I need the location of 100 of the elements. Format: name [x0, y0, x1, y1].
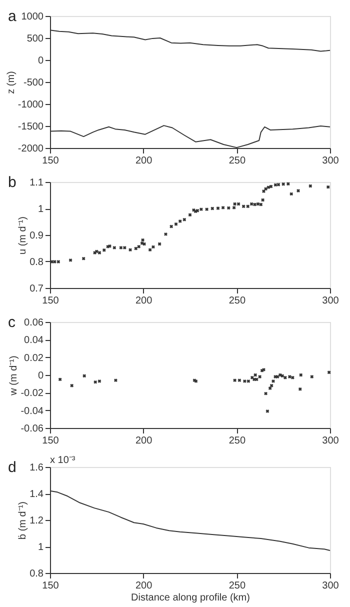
- point: [290, 192, 294, 196]
- point: [141, 238, 144, 242]
- y-tick-label: -500: [23, 78, 44, 88]
- point: [264, 392, 268, 396]
- y-tick-label: 0.7: [30, 284, 44, 294]
- x-tick-label: 200: [135, 156, 153, 166]
- y-tick-label: 500: [26, 34, 44, 44]
- chart-title: b: [8, 174, 16, 191]
- y-tick-label: -0.06: [20, 424, 44, 434]
- point: [310, 375, 314, 378]
- chart-title: a: [8, 8, 17, 25]
- y-tick-label: -1500: [18, 122, 44, 132]
- y-tick-label: 0.04: [24, 335, 44, 346]
- point: [158, 242, 162, 246]
- point: [238, 378, 242, 382]
- point: [286, 182, 290, 186]
- y-tick-label: 1000: [21, 12, 44, 22]
- point: [261, 198, 265, 202]
- y-tick-label: 0: [38, 56, 44, 66]
- point: [288, 375, 292, 378]
- point: [326, 185, 330, 189]
- point: [274, 183, 278, 187]
- point: [254, 378, 258, 382]
- x-tick-label: 300: [322, 296, 340, 306]
- point: [56, 260, 60, 264]
- x-tick-label: 250: [228, 580, 246, 592]
- y-tick-label: 0.8: [30, 257, 44, 268]
- point: [68, 258, 72, 262]
- point: [102, 248, 106, 252]
- x-tick-label: 200: [135, 580, 153, 592]
- x-tick-label: 300: [322, 580, 340, 592]
- point: [299, 373, 303, 377]
- x-tick-label: 150: [42, 296, 60, 306]
- point: [82, 256, 86, 260]
- point: [210, 206, 214, 210]
- y-tick-label: 1.1: [30, 178, 44, 188]
- point: [148, 248, 152, 252]
- x-tick-label: 150: [42, 436, 60, 446]
- point: [70, 384, 74, 388]
- point: [174, 222, 178, 226]
- point: [170, 224, 174, 228]
- y-axis-title: w (m d⁻¹): [8, 356, 20, 396]
- y-tick-label: 0: [38, 370, 44, 382]
- point: [119, 246, 123, 250]
- point: [250, 202, 254, 206]
- point: [221, 206, 225, 210]
- y-tick-label: 0.06: [24, 318, 44, 328]
- point: [82, 374, 86, 378]
- point: [98, 379, 102, 383]
- point: [253, 202, 256, 206]
- point: [308, 184, 312, 188]
- x-tick-label: 200: [135, 436, 153, 446]
- y-tick-label: 0.9: [30, 230, 44, 242]
- y-tick-label: 1.2: [30, 516, 44, 526]
- point: [152, 245, 155, 249]
- x-tick-label: 300: [322, 436, 340, 446]
- point: [112, 246, 116, 250]
- y-tick-label: -2000: [18, 144, 44, 154]
- y-tick-label: -1000: [18, 100, 44, 110]
- text: x 10⁻³: [50, 455, 76, 466]
- x-tick-label: 200: [135, 296, 153, 306]
- point: [280, 374, 284, 378]
- y-tick-label: 1.4: [30, 489, 44, 500]
- x-tick-label: 250: [228, 156, 246, 166]
- x-tick-label: 300: [322, 156, 340, 166]
- point: [272, 379, 275, 383]
- chart-title: c: [8, 314, 16, 331]
- y-axis-title: u (m d⁻¹): [18, 216, 29, 254]
- x-tick-label: 250: [228, 436, 246, 446]
- point: [258, 375, 262, 378]
- point: [276, 182, 280, 186]
- point: [254, 373, 258, 377]
- point: [233, 202, 237, 206]
- point: [128, 248, 132, 252]
- point: [216, 206, 220, 210]
- point: [164, 232, 168, 236]
- point: [282, 182, 286, 186]
- point: [188, 213, 192, 217]
- y-tick-label: 1: [38, 542, 44, 553]
- point: [252, 378, 256, 382]
- point: [246, 379, 250, 383]
- y-tick-label: 0.8: [30, 568, 44, 580]
- x-tick-label: 150: [42, 156, 60, 166]
- point: [264, 187, 268, 191]
- point: [290, 376, 294, 380]
- point: [226, 206, 230, 210]
- x-tick-label: 150: [42, 580, 60, 592]
- point: [270, 384, 274, 388]
- point: [182, 218, 186, 222]
- chart-title: d: [8, 459, 16, 476]
- point: [142, 242, 146, 246]
- point: [52, 260, 56, 264]
- x-axis-title: Distance along profile (km): [131, 592, 250, 604]
- point: [94, 380, 98, 384]
- point: [266, 410, 270, 413]
- point: [134, 246, 138, 250]
- point: [266, 186, 270, 190]
- point: [122, 246, 126, 250]
- point: [232, 206, 236, 210]
- y-axis-title: ḃ (m d⁻¹): [18, 502, 29, 540]
